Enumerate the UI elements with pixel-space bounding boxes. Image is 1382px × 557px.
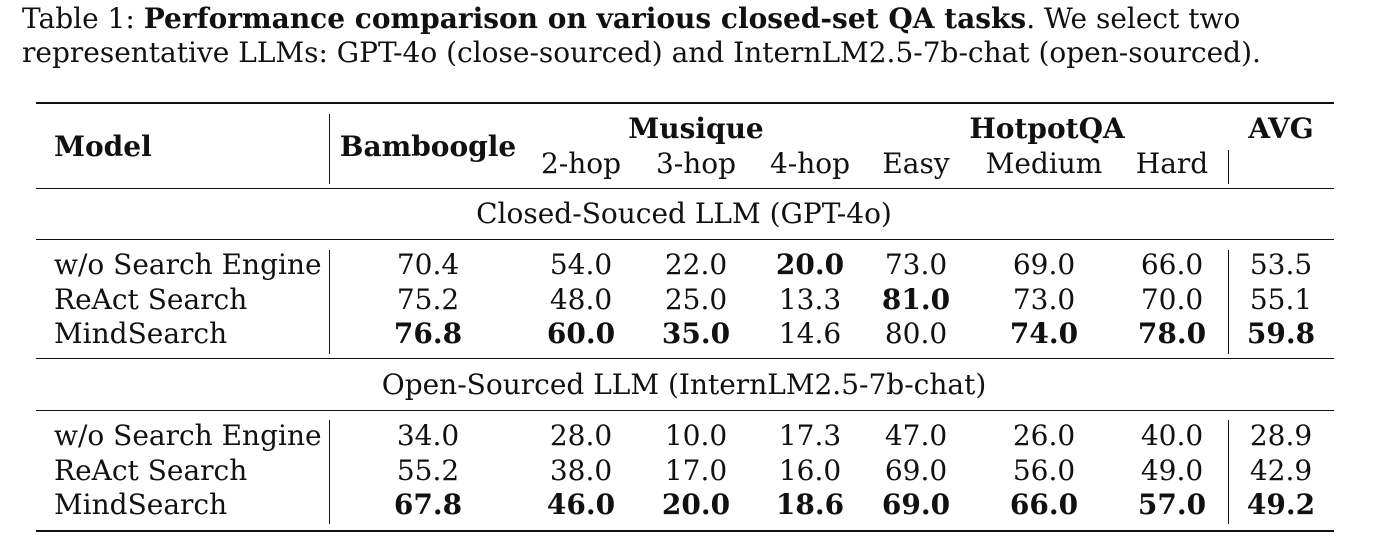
table-cell: 18.6 [775,488,845,521]
header-avg: AVG [1248,112,1314,145]
header-model-separator [329,114,330,184]
table-cell: 76.8 [393,317,463,350]
header-2hop: 2-hop [540,147,622,180]
table-cell: 75.2 [396,283,460,316]
header-model: Model [54,130,152,163]
table-cell: 78.0 [1137,317,1207,350]
header-avg-separator [1228,150,1229,184]
table-cell: 17.3 [778,419,842,452]
group2-model-separator [329,420,330,524]
row-model-name: w/o Search Engine [54,419,322,452]
table-cell: 40.0 [1140,419,1204,452]
header-medium: Medium [985,147,1103,180]
table-cell: 10.0 [664,419,728,452]
header-4hop: 4-hop [769,147,851,180]
table-cell: 16.0 [778,454,842,487]
table-cell: 73.0 [884,248,948,281]
header-hard: Hard [1135,147,1209,180]
table-cell: 69.0 [881,488,951,521]
group-title-open: Open-Sourced LLM (InternLM2.5-7b-chat) [381,368,987,401]
table-cell: 70.4 [396,248,460,281]
table-cell: 70.0 [1140,283,1204,316]
group1-bottom-rule [36,358,1334,359]
caption-title: Performance comparison on various closed… [143,2,1027,35]
group2-title-rule [36,410,1334,411]
table-cell: 26.0 [1012,419,1076,452]
table-cell: 49.0 [1140,454,1204,487]
caption-text: . We select two representative LLMs: GPT… [22,2,1261,69]
table-cell: 74.0 [1009,317,1079,350]
header-musique: Musique [628,112,764,145]
table-cell: 38.0 [549,454,613,487]
row-model-name: w/o Search Engine [54,248,322,281]
table-cell: 54.0 [549,248,613,281]
header-3hop: 3-hop [655,147,737,180]
table-cell: 14.6 [778,317,842,350]
header-bottom-rule [36,188,1334,189]
table-cell: 57.0 [1137,488,1207,521]
table-cell: 28.0 [549,419,613,452]
table-cell: 22.0 [664,248,728,281]
row-model-name: ReAct Search [54,283,248,316]
bottom-rule [36,530,1334,532]
table-cell: 81.0 [881,283,951,316]
group-title-closed: Closed-Souced LLM (GPT-4o) [476,197,892,230]
table-cell: 73.0 [1012,283,1076,316]
table-cell: 35.0 [661,317,731,350]
table-cell: 55.1 [1249,283,1313,316]
header-bamboogle: Bamboogle [339,130,517,163]
group1-title-rule [36,239,1334,240]
row-model-name: ReAct Search [54,454,248,487]
table-cell: 66.0 [1009,488,1079,521]
table-cell: 47.0 [884,419,948,452]
table-caption: Table 1: Performance comparison on vario… [22,2,1362,70]
table-cell: 49.2 [1246,488,1316,521]
table-cell: 20.0 [661,488,731,521]
table-cell: 60.0 [546,317,616,350]
group2-avg-separator [1228,420,1229,524]
table-cell: 13.3 [778,283,842,316]
caption-label: Table 1: [22,2,135,35]
table-cell: 25.0 [664,283,728,316]
row-model-name: MindSearch [54,317,228,350]
group1-avg-separator [1228,250,1229,354]
table-cell: 48.0 [549,283,613,316]
table-cell: 66.0 [1140,248,1204,281]
table-cell: 67.8 [393,488,463,521]
header-easy: Easy [882,147,950,180]
table-cell: 17.0 [664,454,728,487]
top-rule [36,102,1334,104]
table-cell: 59.8 [1246,317,1316,350]
table-cell: 55.2 [396,454,460,487]
table-cell: 46.0 [546,488,616,521]
table-cell: 56.0 [1012,454,1076,487]
table-cell: 69.0 [884,454,948,487]
table-cell: 53.5 [1249,248,1313,281]
table-cell: 20.0 [775,248,845,281]
table-cell: 28.9 [1249,419,1313,452]
table-cell: 42.9 [1249,454,1313,487]
group1-model-separator [329,250,330,354]
table-cell: 34.0 [396,419,460,452]
table-cell: 80.0 [884,317,948,350]
row-model-name: MindSearch [54,488,228,521]
header-hotpotqa: HotpotQA [969,112,1125,145]
table-cell: 69.0 [1012,248,1076,281]
